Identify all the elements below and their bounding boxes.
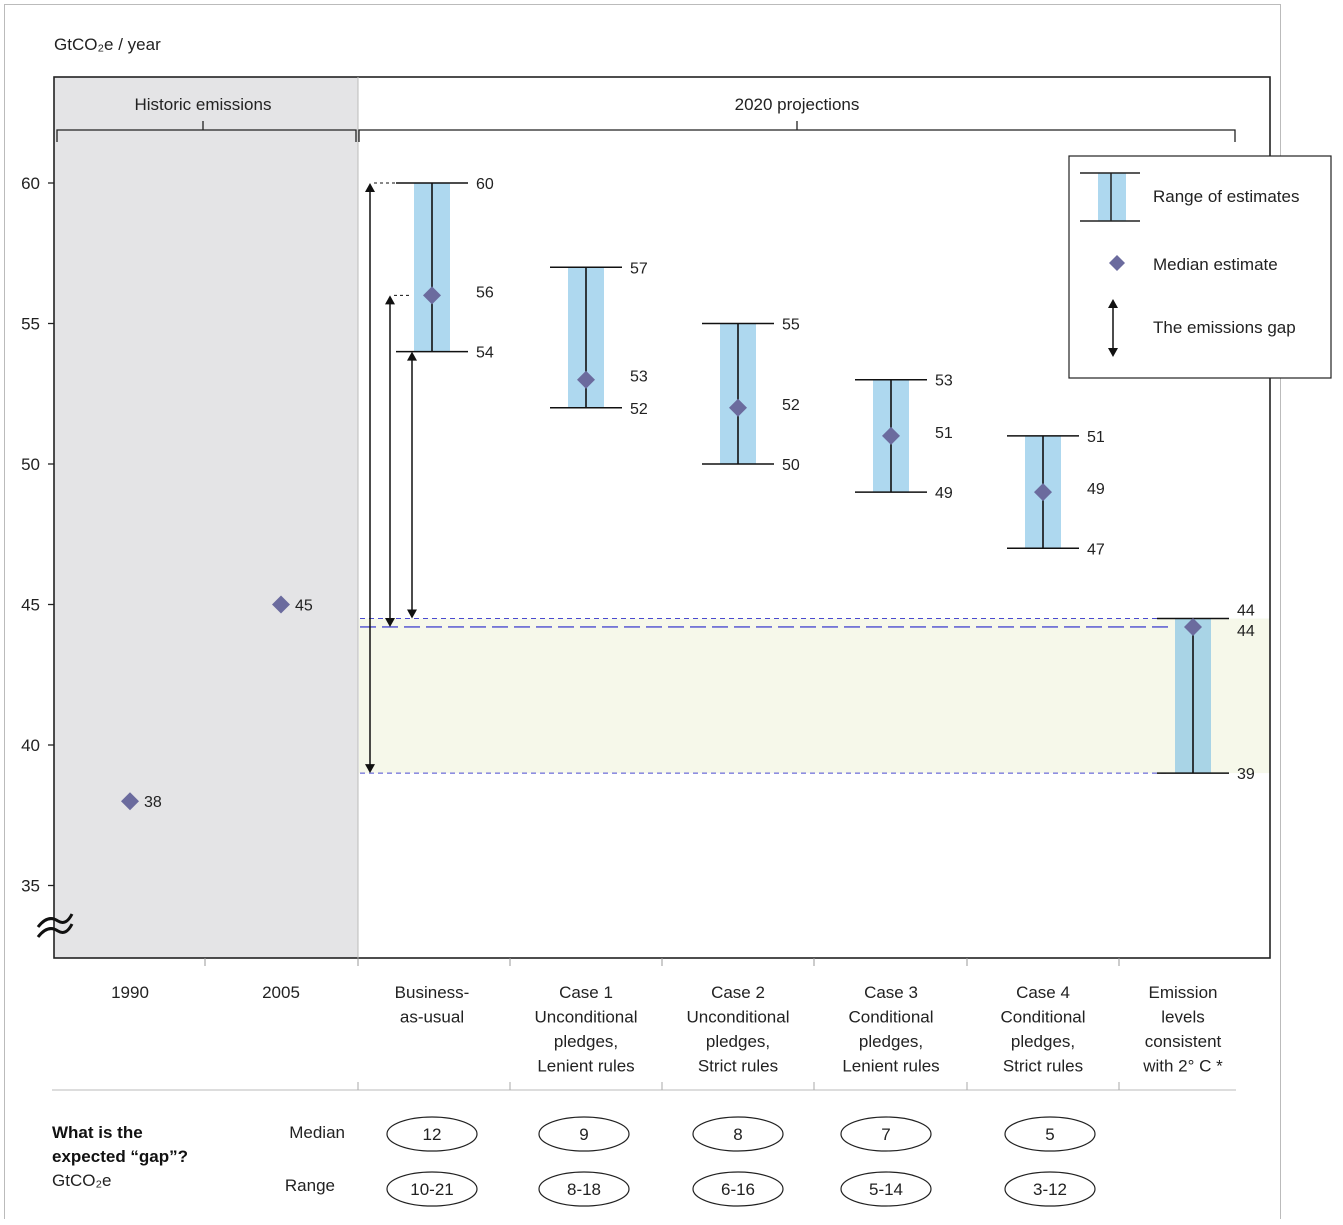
- gap-range-value: 3-12: [1033, 1180, 1067, 1199]
- gap-median-row-label: Median: [289, 1123, 345, 1142]
- gap-range-pill: [538, 1171, 630, 1207]
- section-historic-label: Historic emissions: [135, 95, 272, 114]
- legend-gap-label: The emissions gap: [1153, 318, 1296, 337]
- median-value-label: 52: [782, 397, 800, 414]
- target-median-label: 44: [1237, 623, 1255, 640]
- legend: Range of estimates Median estimate The e…: [1068, 155, 1332, 379]
- x-category-label: Emission levels consistent with 2° C *: [1142, 983, 1223, 1076]
- x-category-label: Case 2 Unconditional pledges, Strict rules: [686, 983, 789, 1076]
- median-marker: [729, 398, 747, 417]
- range-high-label: 55: [782, 317, 800, 334]
- gap-range-pill: [1004, 1171, 1096, 1207]
- historic-point-1990: [121, 792, 139, 811]
- historic-value-label: 38: [144, 794, 162, 811]
- gap-range-value: 5-14: [869, 1180, 903, 1199]
- projections-bracket: [358, 121, 1236, 142]
- legend-range-swatch: [1080, 172, 1140, 222]
- target-low-label: 39: [1237, 766, 1255, 783]
- gap-arrow: [407, 351, 417, 619]
- gap-unit-label: GtCO₂e: [52, 1171, 112, 1190]
- y-tick-label: 45: [21, 596, 40, 615]
- median-value-label: 53: [630, 369, 648, 386]
- x-category-label: Business-as-usual: [395, 983, 470, 1027]
- gap-range-pill: [692, 1171, 784, 1207]
- gap-median-value: 8: [733, 1125, 742, 1144]
- x-category-label: Case 4 Conditional pledges, Strict rules: [1000, 983, 1085, 1076]
- gap-range-row-label: Range: [285, 1176, 335, 1195]
- gap-median-value: 5: [1045, 1125, 1054, 1144]
- y-tick-label: 60: [21, 174, 40, 193]
- historic-bracket: [56, 121, 357, 142]
- gap-median-value: 7: [881, 1125, 890, 1144]
- median-value-label: 51: [935, 425, 953, 442]
- target-high-label: 44: [1237, 603, 1255, 620]
- gap-range-pill: [386, 1171, 478, 1207]
- range-high-label: 57: [630, 260, 648, 277]
- legend-median-label: Median estimate: [1153, 255, 1278, 274]
- range-high-label: 51: [1087, 429, 1105, 446]
- axis-break-icon: [36, 913, 74, 938]
- legend-range-label: Range of estimates: [1153, 187, 1299, 206]
- gap-median-value: 9: [579, 1125, 588, 1144]
- historic-value-label: 45: [295, 598, 313, 615]
- range-low-label: 49: [935, 485, 953, 502]
- legend-gap-arrow: [1108, 299, 1118, 357]
- gap-range-pill: [840, 1171, 932, 1207]
- gap-zone: [359, 618, 1270, 774]
- gap-median-pill: [1004, 1116, 1096, 1152]
- gap-arrow: [365, 183, 375, 774]
- section-projections-label: 2020 projections: [735, 95, 860, 114]
- historic-point-2005: [272, 595, 290, 614]
- range-low-label: 50: [782, 457, 800, 474]
- range-low-label: 52: [630, 401, 648, 418]
- y-unit-label: GtCO₂e / year: [54, 35, 161, 54]
- median-marker: [1034, 483, 1052, 502]
- target-median-marker: [1184, 617, 1202, 636]
- gap-median-value: 12: [423, 1125, 442, 1144]
- median-value-label: 49: [1087, 481, 1105, 498]
- y-tick-label: 40: [21, 736, 40, 755]
- y-tick-label: 55: [21, 315, 40, 334]
- x-category-label: 1990: [111, 983, 149, 1002]
- median-marker: [423, 286, 441, 305]
- median-marker: [577, 370, 595, 389]
- gap-question-line1: What is the: [52, 1123, 143, 1142]
- gap-arrow: [385, 295, 395, 627]
- x-category-label: Case 1 Unconditional pledges, Lenient rules: [534, 983, 637, 1076]
- gap-range-value: 8-18: [567, 1180, 601, 1199]
- range-high-label: 53: [935, 373, 953, 390]
- range-low-label: 47: [1087, 541, 1105, 558]
- median-value-label: 56: [476, 284, 494, 301]
- gap-median-pill: [840, 1116, 932, 1152]
- gap-range-value: 10-21: [410, 1180, 453, 1199]
- gap-question-line2: expected “gap”?: [52, 1147, 188, 1166]
- gap-median-pill: [538, 1116, 630, 1152]
- historic-background: [54, 77, 358, 958]
- x-category-label: 2005: [262, 983, 300, 1002]
- x-category-label: Case 3 Conditional pledges, Lenient rules: [842, 983, 939, 1076]
- range-high-label: 60: [476, 176, 494, 193]
- range-low-label: 54: [476, 345, 494, 362]
- y-tick-label: 50: [21, 455, 40, 474]
- median-marker: [882, 426, 900, 445]
- gap-median-pill: [386, 1116, 478, 1152]
- y-tick-label: 35: [21, 877, 40, 896]
- gap-median-pill: [692, 1116, 784, 1152]
- legend-median-diamond: [1109, 255, 1125, 271]
- gap-range-value: 6-16: [721, 1180, 755, 1199]
